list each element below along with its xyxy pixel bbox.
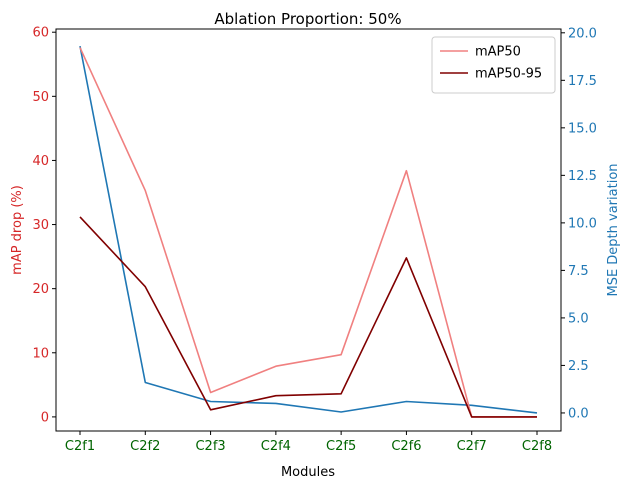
legend-label-map50-95: mAP50-95 [475, 67, 542, 82]
y-axis-right: 0.0 2.5 5.0 7.5 10.0 12.5 15.0 17.5 20.0 [561, 26, 597, 421]
y-axis-right-label: MSE Depth variation [606, 163, 621, 296]
y-left-tick-label: 30 [32, 218, 49, 233]
y-left-tick-label: 0 [41, 410, 49, 425]
x-tick-label: C2f5 [326, 439, 356, 454]
series-mse-depth-variation-line [79, 45, 538, 414]
y-left-tick-label: 40 [32, 154, 49, 169]
x-tick-label: C2f3 [195, 439, 225, 454]
x-axis: C2f1 C2f2 C2f3 C2f4 C2f5 C2f6 C2f7 C2f8 [65, 431, 552, 454]
y-right-tick-label: 5.0 [568, 311, 589, 326]
y-right-tick-label: 12.5 [568, 169, 597, 184]
chart-title: Ablation Proportion: 50% [214, 10, 401, 28]
legend-label-map50: mAP50 [475, 45, 521, 60]
legend: mAP50 mAP50-95 [431, 36, 556, 94]
y-right-tick-label: 10.0 [568, 216, 597, 231]
y-left-tick-label: 20 [32, 282, 49, 297]
x-tick-label: C2f8 [522, 439, 552, 454]
x-axis-label: Modules [281, 465, 335, 480]
y-axis-left: 0 10 20 30 40 50 60 [32, 26, 56, 425]
y-right-tick-label: 15.0 [568, 121, 597, 136]
y-right-tick-label: 2.5 [568, 359, 589, 374]
y-right-tick-label: 20.0 [568, 26, 597, 41]
x-tick-label: C2f7 [457, 439, 487, 454]
y-left-tick-label: 60 [32, 26, 49, 41]
y-left-tick-label: 50 [32, 90, 49, 105]
series-layer [79, 45, 538, 418]
y-axis-left-label: mAP drop (%) [10, 185, 25, 275]
y-right-tick-label: 0.0 [568, 406, 589, 421]
y-right-tick-label: 7.5 [568, 264, 589, 279]
plot-frame [55, 28, 562, 432]
series-map50-line [79, 47, 537, 418]
y-right-tick-label: 17.5 [568, 74, 597, 89]
x-tick-label: C2f6 [391, 439, 421, 454]
x-tick-label: C2f2 [130, 439, 160, 454]
series-map50-95-line [79, 216, 537, 418]
x-tick-label: C2f4 [261, 439, 291, 454]
x-tick-label: C2f1 [65, 439, 95, 454]
y-left-tick-label: 10 [32, 346, 49, 361]
